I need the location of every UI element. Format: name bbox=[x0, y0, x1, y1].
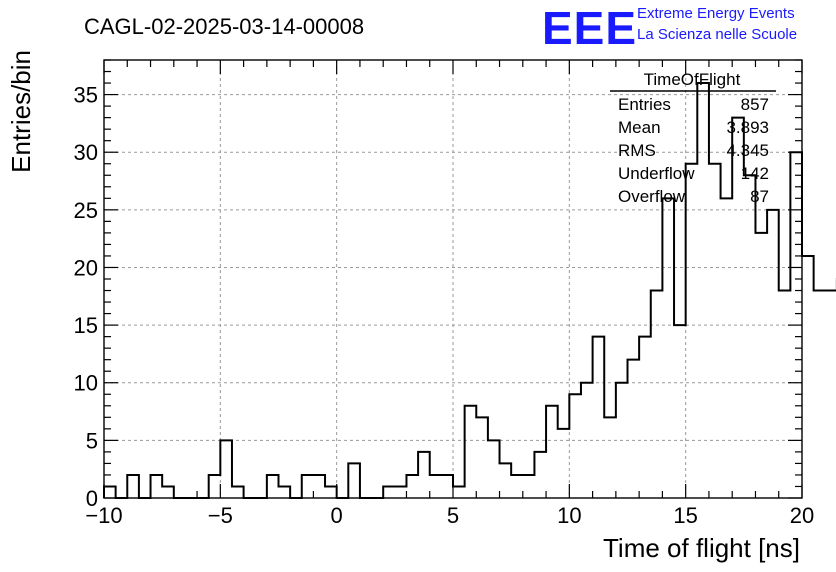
histogram-bin bbox=[302, 475, 314, 498]
histogram-bin bbox=[151, 475, 163, 498]
histogram-bin bbox=[348, 463, 360, 498]
x-tick-label: 10 bbox=[557, 503, 581, 528]
histogram-bin bbox=[662, 198, 674, 498]
histogram-bin bbox=[162, 486, 174, 498]
stats-row-label: Entries bbox=[618, 95, 671, 114]
stats-row-label: RMS bbox=[618, 141, 656, 160]
histogram-bin bbox=[581, 383, 593, 498]
histogram-bin bbox=[418, 452, 430, 498]
histogram-bin bbox=[604, 417, 616, 498]
stats-row-value: 87 bbox=[750, 187, 769, 206]
y-tick-labels: 0 5 10 15 20 25 30 35 bbox=[74, 83, 98, 511]
x-tick-labels: −10 −5 0 5 10 15 20 bbox=[85, 503, 814, 528]
stats-row-value: 4.345 bbox=[726, 141, 769, 160]
histogram-bin bbox=[546, 406, 558, 498]
x-axis-title: Time of flight [ns] bbox=[603, 533, 800, 563]
histogram-bin bbox=[628, 360, 640, 498]
histogram-bin bbox=[267, 475, 279, 498]
x-tick-label: 5 bbox=[447, 503, 459, 528]
histogram-bin bbox=[430, 475, 442, 498]
histogram-bin bbox=[127, 475, 139, 498]
stats-box: TimeOfFlight Entries 857 Mean 3.893 RMS 4.345… bbox=[610, 70, 776, 206]
y-tick-label: 25 bbox=[74, 198, 98, 223]
histogram-outline bbox=[103, 82, 836, 499]
y-tick-label: 15 bbox=[74, 313, 98, 338]
histogram-bin bbox=[651, 291, 663, 498]
y-tick-label: 5 bbox=[86, 428, 98, 453]
histogram-bin bbox=[232, 486, 244, 498]
histogram-bin bbox=[721, 198, 733, 498]
stats-row-label: Overflow bbox=[618, 187, 686, 206]
histogram-bin bbox=[709, 164, 721, 498]
histogram-bin bbox=[313, 475, 325, 498]
chart-title: CAGL-02-2025-03-14-00008 bbox=[84, 14, 364, 39]
stats-row-value: 142 bbox=[741, 164, 769, 183]
stats-row-label: Underflow bbox=[618, 164, 695, 183]
histogram-bin bbox=[569, 394, 581, 498]
histogram-bin bbox=[441, 475, 453, 498]
histogram-bin bbox=[500, 463, 512, 498]
histogram-bin bbox=[639, 337, 651, 498]
y-tick-label: 30 bbox=[74, 140, 98, 165]
histogram-bin bbox=[802, 256, 814, 498]
histogram-bin bbox=[593, 337, 605, 498]
histogram-bin bbox=[406, 475, 418, 498]
logo-mark: EEE bbox=[542, 2, 637, 54]
histogram-bin bbox=[697, 83, 709, 498]
x-tick-label: −10 bbox=[85, 503, 122, 528]
histogram-bin bbox=[104, 486, 116, 498]
y-tick-label: 0 bbox=[86, 486, 98, 511]
logo-line2: La Scienza nelle Scuole bbox=[637, 26, 797, 43]
histogram-bin bbox=[220, 440, 232, 498]
histogram-bin bbox=[465, 406, 477, 498]
histogram-bin bbox=[488, 440, 500, 498]
y-tick-label: 35 bbox=[74, 83, 98, 108]
histogram-bin bbox=[779, 291, 791, 498]
histogram-bin bbox=[523, 475, 535, 498]
histogram-bin bbox=[383, 486, 395, 498]
histogram-bin bbox=[616, 383, 628, 498]
histogram-bin bbox=[395, 486, 407, 498]
histogram-bin bbox=[825, 291, 836, 498]
histogram-bin bbox=[814, 291, 826, 498]
histogram-bin bbox=[209, 475, 221, 498]
histogram-bin bbox=[674, 325, 686, 498]
y-tick-label: 10 bbox=[74, 371, 98, 396]
y-tick-label: 20 bbox=[74, 255, 98, 280]
histogram-bin bbox=[476, 417, 488, 498]
x-tick-label: 0 bbox=[331, 503, 343, 528]
x-tick-label: −5 bbox=[208, 503, 233, 528]
histogram-bin bbox=[511, 475, 523, 498]
axis-ticks bbox=[103, 59, 803, 499]
eee-logo: EEE Extreme Energy Events La Scienza nel… bbox=[542, 2, 797, 54]
x-tick-label: 20 bbox=[790, 503, 814, 528]
histogram-bin bbox=[279, 486, 291, 498]
x-tick-label: 15 bbox=[673, 503, 697, 528]
stats-box-name: TimeOfFlight bbox=[644, 70, 741, 89]
logo-line1: Extreme Energy Events bbox=[637, 5, 795, 22]
histogram-bin bbox=[558, 429, 570, 498]
histogram-bin bbox=[767, 210, 779, 498]
histogram-bin bbox=[534, 452, 546, 498]
histogram-bin bbox=[325, 486, 337, 498]
stats-row-value: 857 bbox=[741, 95, 769, 114]
stats-row-label: Mean bbox=[618, 118, 661, 137]
histogram-bin bbox=[744, 175, 756, 498]
histogram-bin bbox=[755, 233, 767, 498]
stats-row-value: 3.893 bbox=[726, 118, 769, 137]
histogram-bin bbox=[686, 164, 698, 498]
histogram-bin bbox=[453, 486, 465, 498]
y-axis-title: Entries/bin bbox=[6, 50, 36, 173]
